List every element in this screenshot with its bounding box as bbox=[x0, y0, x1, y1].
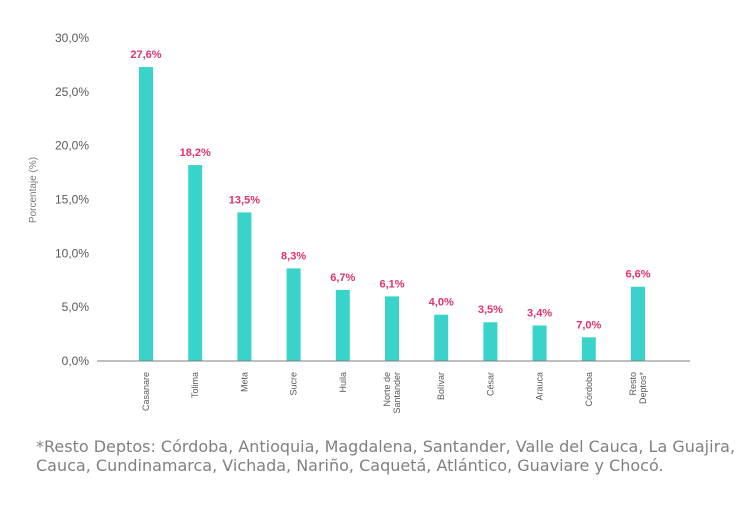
x-tick-label: Huila bbox=[338, 372, 348, 393]
data-label: 6,6% bbox=[625, 269, 650, 281]
bar bbox=[385, 296, 399, 361]
x-tick-label: Tolima bbox=[190, 372, 200, 398]
y-tick-label: 20,0% bbox=[55, 139, 89, 153]
bars bbox=[139, 67, 645, 361]
bar bbox=[139, 67, 153, 361]
bar-chart: 0,0% 5,0% 10,0% 15,0% 20,0% 25,0% 30,0% 27,6% 1… bbox=[28, 31, 690, 414]
bar bbox=[286, 268, 301, 361]
data-labels: 27,6% 18,2% 13,5% 8,3% 6,7% 6,1% 4,0% 3,5% 3,4% 7… bbox=[130, 49, 650, 331]
bar bbox=[188, 165, 203, 361]
bar bbox=[434, 314, 449, 361]
data-label: 3,4% bbox=[527, 307, 552, 319]
bar bbox=[237, 212, 252, 361]
x-tick-label: Deptos* bbox=[638, 372, 648, 405]
y-tick-label: 25,0% bbox=[55, 85, 89, 99]
bar bbox=[483, 322, 498, 361]
x-tick-label: Bolívar bbox=[436, 372, 446, 400]
x-tick-label: Meta bbox=[239, 372, 249, 392]
x-tick-label: Arauca bbox=[535, 372, 545, 401]
y-tick-label: 15,0% bbox=[55, 193, 89, 207]
data-label: 18,2% bbox=[180, 147, 211, 159]
bar bbox=[335, 289, 350, 361]
x-tick-label: Córdoba bbox=[584, 372, 594, 407]
data-label: 7,0% bbox=[576, 319, 601, 331]
data-label: 6,7% bbox=[330, 272, 355, 284]
data-label: 6,1% bbox=[379, 278, 404, 290]
x-tick-label: Sucre bbox=[289, 372, 299, 396]
y-axis-ticks: 0,0% 5,0% 10,0% 15,0% 20,0% 25,0% 30,0% bbox=[55, 31, 89, 368]
y-tick-label: 30,0% bbox=[55, 31, 89, 45]
x-axis-labels: Casanare Tolima Meta Sucre Huila Norte de Sant… bbox=[141, 372, 648, 414]
footnote: *Resto Deptos: Córdoba, Antioquia, Magda… bbox=[36, 437, 736, 475]
x-tick-label: Santander bbox=[392, 372, 402, 414]
y-tick-label: 0,0% bbox=[62, 354, 90, 368]
bar bbox=[532, 325, 547, 361]
data-label: 3,5% bbox=[478, 304, 503, 316]
bar bbox=[581, 337, 596, 361]
bar bbox=[631, 286, 645, 361]
data-label: 13,5% bbox=[229, 194, 260, 206]
data-label: 8,3% bbox=[281, 250, 306, 262]
x-tick-label: César bbox=[485, 372, 495, 396]
x-tick-label: Casanare bbox=[141, 372, 151, 411]
data-label: 4,0% bbox=[429, 297, 454, 309]
y-axis-title: Porcentaje (%) bbox=[28, 157, 39, 223]
y-tick-label: 10,0% bbox=[55, 246, 89, 260]
data-label: 27,6% bbox=[130, 49, 161, 61]
y-tick-label: 5,0% bbox=[62, 300, 90, 314]
x-tick-label: Resto bbox=[628, 372, 638, 396]
x-tick-label: Norte de bbox=[382, 372, 392, 407]
